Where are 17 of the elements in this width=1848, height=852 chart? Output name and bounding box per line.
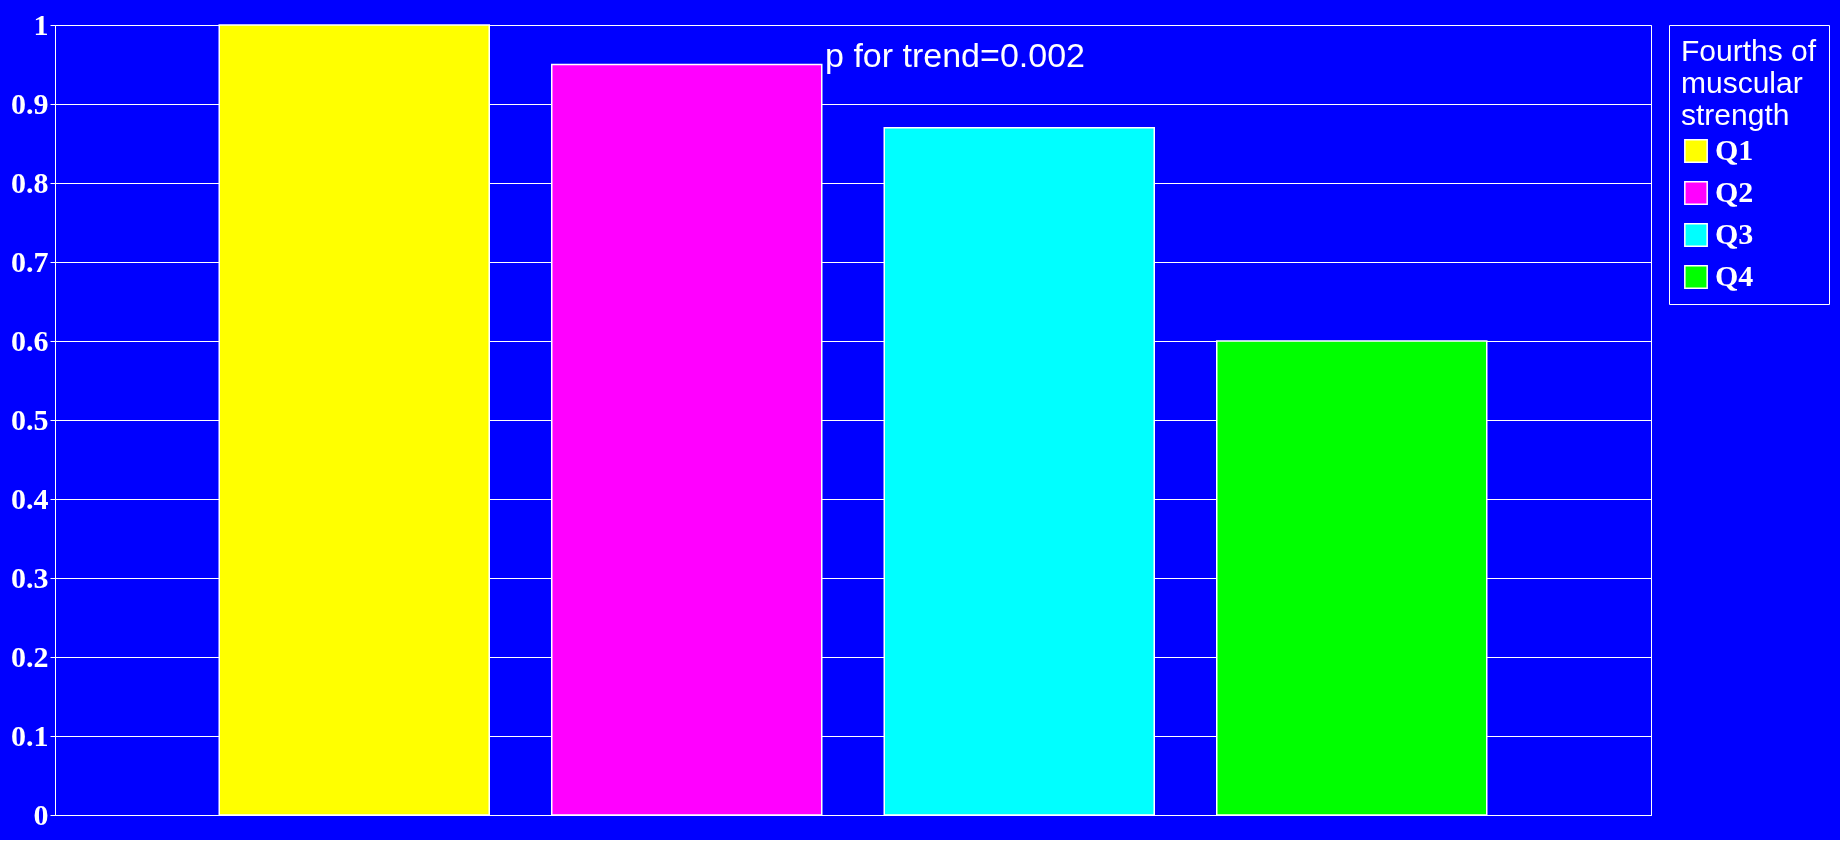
y-tick-label: 0.4	[11, 481, 49, 515]
y-tick-label: 0.5	[11, 402, 49, 436]
y-tick-label: 0.2	[11, 639, 49, 673]
y-tick-label: 0.7	[11, 244, 49, 278]
y-tick-label: 0	[33, 797, 49, 831]
y-tick-label: 0.1	[11, 718, 49, 752]
legend-label: Q2	[1715, 175, 1754, 208]
legend-label: Q4	[1715, 259, 1754, 292]
y-tick-label: 0.6	[11, 323, 49, 357]
legend-label: Q1	[1715, 133, 1754, 166]
y-tick-label: 0.3	[11, 560, 49, 594]
y-tick-label: 1	[33, 7, 49, 41]
legend-title: Fourths of muscular strength	[1681, 34, 1817, 131]
legend-label: Q3	[1715, 217, 1754, 250]
annotation: p for trend=0.002	[825, 36, 1085, 74]
y-tick-label: 0.8	[11, 165, 49, 199]
y-tick-label: 0.9	[11, 86, 49, 120]
